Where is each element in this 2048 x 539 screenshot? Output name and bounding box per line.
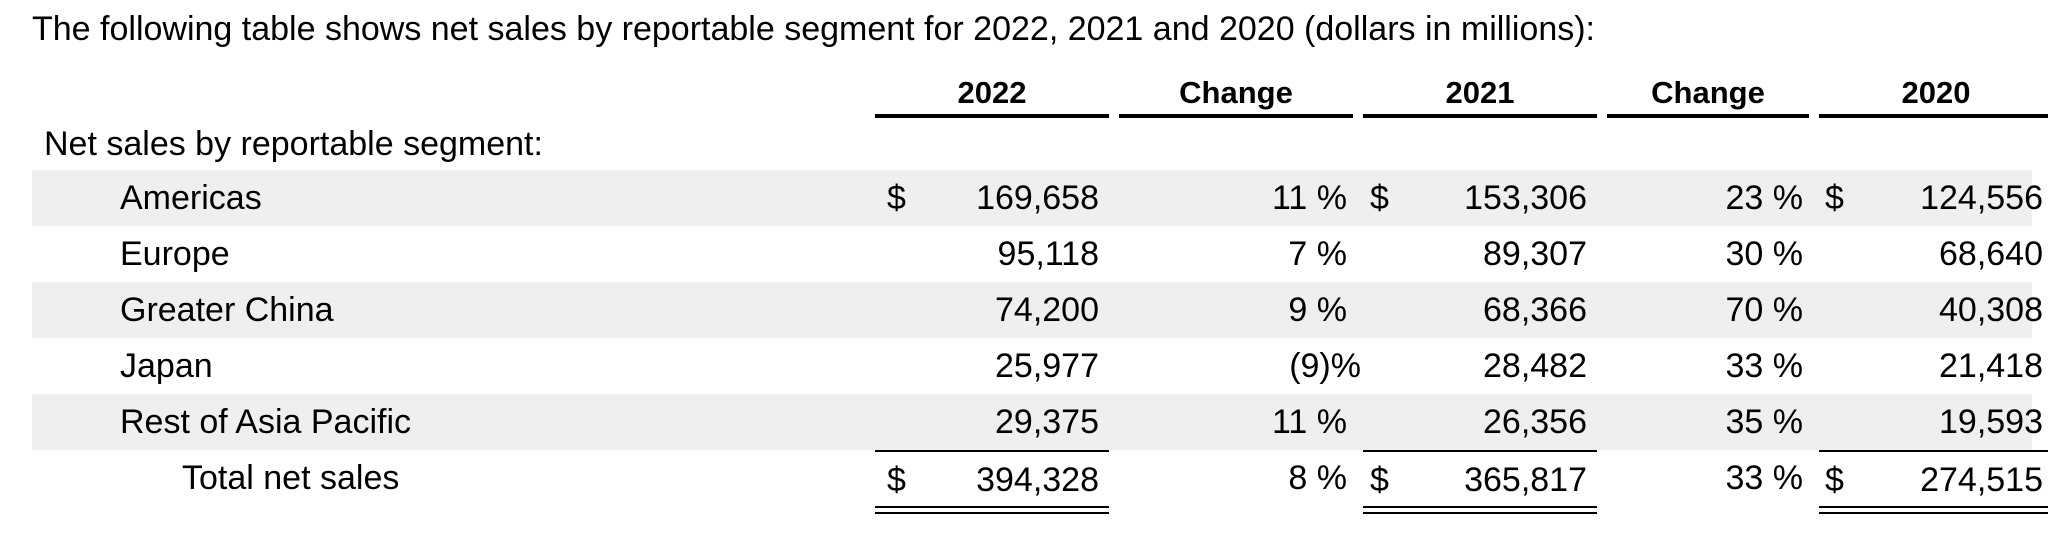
section-label: Net sales by reportable segment:: [44, 125, 543, 163]
value-2020: 21,418: [1939, 347, 2043, 385]
change-2021: 35 %: [1725, 403, 1804, 441]
total-2020: 274,515: [1865, 450, 2048, 506]
table-row-japan: Japan 25,977 (9)% 28,482 33 % 21,418: [32, 338, 2043, 394]
value-2022: 169,658: [976, 179, 1099, 217]
value-2021: 26,356: [1483, 403, 1587, 441]
value-2020: 124,556: [1920, 179, 2043, 217]
column-header-change-2022: Change: [1119, 72, 1353, 118]
row-label: Japan: [120, 347, 213, 385]
row-label: Americas: [120, 179, 262, 217]
dollar-sign: $: [1363, 450, 1410, 506]
dollar-sign: $: [887, 179, 906, 217]
column-header-2020: 2020: [1819, 72, 2048, 118]
double-underline: [1819, 506, 2048, 514]
value-2022: 25,977: [995, 347, 1099, 385]
change-2022: 9 %: [1288, 291, 1347, 329]
table-row-total: Total net sales $ 394,328 8 % $ 365,817 …: [32, 450, 2048, 506]
value-2022: 95,118: [997, 235, 1099, 273]
total-change-2021: 33 %: [1725, 459, 1804, 497]
value-2020: 40,308: [1939, 291, 2043, 329]
row-label: Europe: [120, 235, 230, 273]
section-label-row: Net sales by reportable segment:: [32, 118, 2032, 170]
table-row-europe: Europe 95,118 7 % 89,307 30 % 68,640: [32, 226, 2043, 282]
column-header-row: 2022 Change 2021 Change 2020: [32, 72, 2048, 118]
change-2022: 11 %: [1272, 403, 1347, 441]
double-underline: [875, 506, 1109, 514]
table-row-greater-china: Greater China 74,200 9 % 68,366 70 % 40,…: [32, 282, 2043, 338]
value-2021: 89,307: [1483, 235, 1587, 273]
total-2022: 394,328: [927, 450, 1109, 506]
total-label: Total net sales: [182, 459, 400, 497]
total-2021: 365,817: [1410, 450, 1597, 506]
value-2021: 28,482: [1483, 347, 1587, 385]
net-sales-table: 2022 Change 2021 Change 2020 Net sales b…: [32, 72, 2048, 516]
double-rule-row: [32, 506, 2048, 516]
dollar-sign: $: [1825, 179, 1844, 217]
table-row-rest-of-asia-pacific: Rest of Asia Pacific 29,375 11 % 26,356 …: [32, 394, 2043, 450]
change-2022: 7 %: [1288, 235, 1347, 273]
column-header-2021: 2021: [1363, 72, 1597, 118]
dollar-sign: $: [1370, 179, 1389, 217]
row-label: Rest of Asia Pacific: [120, 403, 412, 441]
value-2021: 153,306: [1464, 179, 1587, 217]
change-2021: 70 %: [1725, 291, 1804, 329]
column-header-change-2021: Change: [1607, 72, 1809, 118]
row-label: Greater China: [120, 291, 334, 329]
change-2021: 33 %: [1725, 347, 1804, 385]
value-2022: 29,375: [995, 403, 1099, 441]
value-2022: 74,200: [995, 291, 1099, 329]
double-underline: [1363, 506, 1597, 514]
table-row-americas: Americas $ 169,658 11 % $ 153,306 23 % $…: [32, 170, 2043, 226]
value-2020: 68,640: [1939, 235, 2043, 273]
dollar-sign: $: [1819, 450, 1865, 506]
change-2021: 23 %: [1725, 179, 1804, 217]
column-header-2022: 2022: [875, 72, 1109, 118]
total-change-2022: 8 %: [1288, 459, 1347, 497]
value-2020: 19,593: [1939, 403, 2043, 441]
intro-text: The following table shows net sales by r…: [32, 10, 1596, 48]
value-2021: 68,366: [1483, 291, 1587, 329]
dollar-sign: $: [875, 450, 927, 506]
change-2022: (9)%: [1289, 347, 1361, 385]
change-2021: 30 %: [1725, 235, 1804, 273]
change-2022: 11 %: [1272, 179, 1347, 217]
